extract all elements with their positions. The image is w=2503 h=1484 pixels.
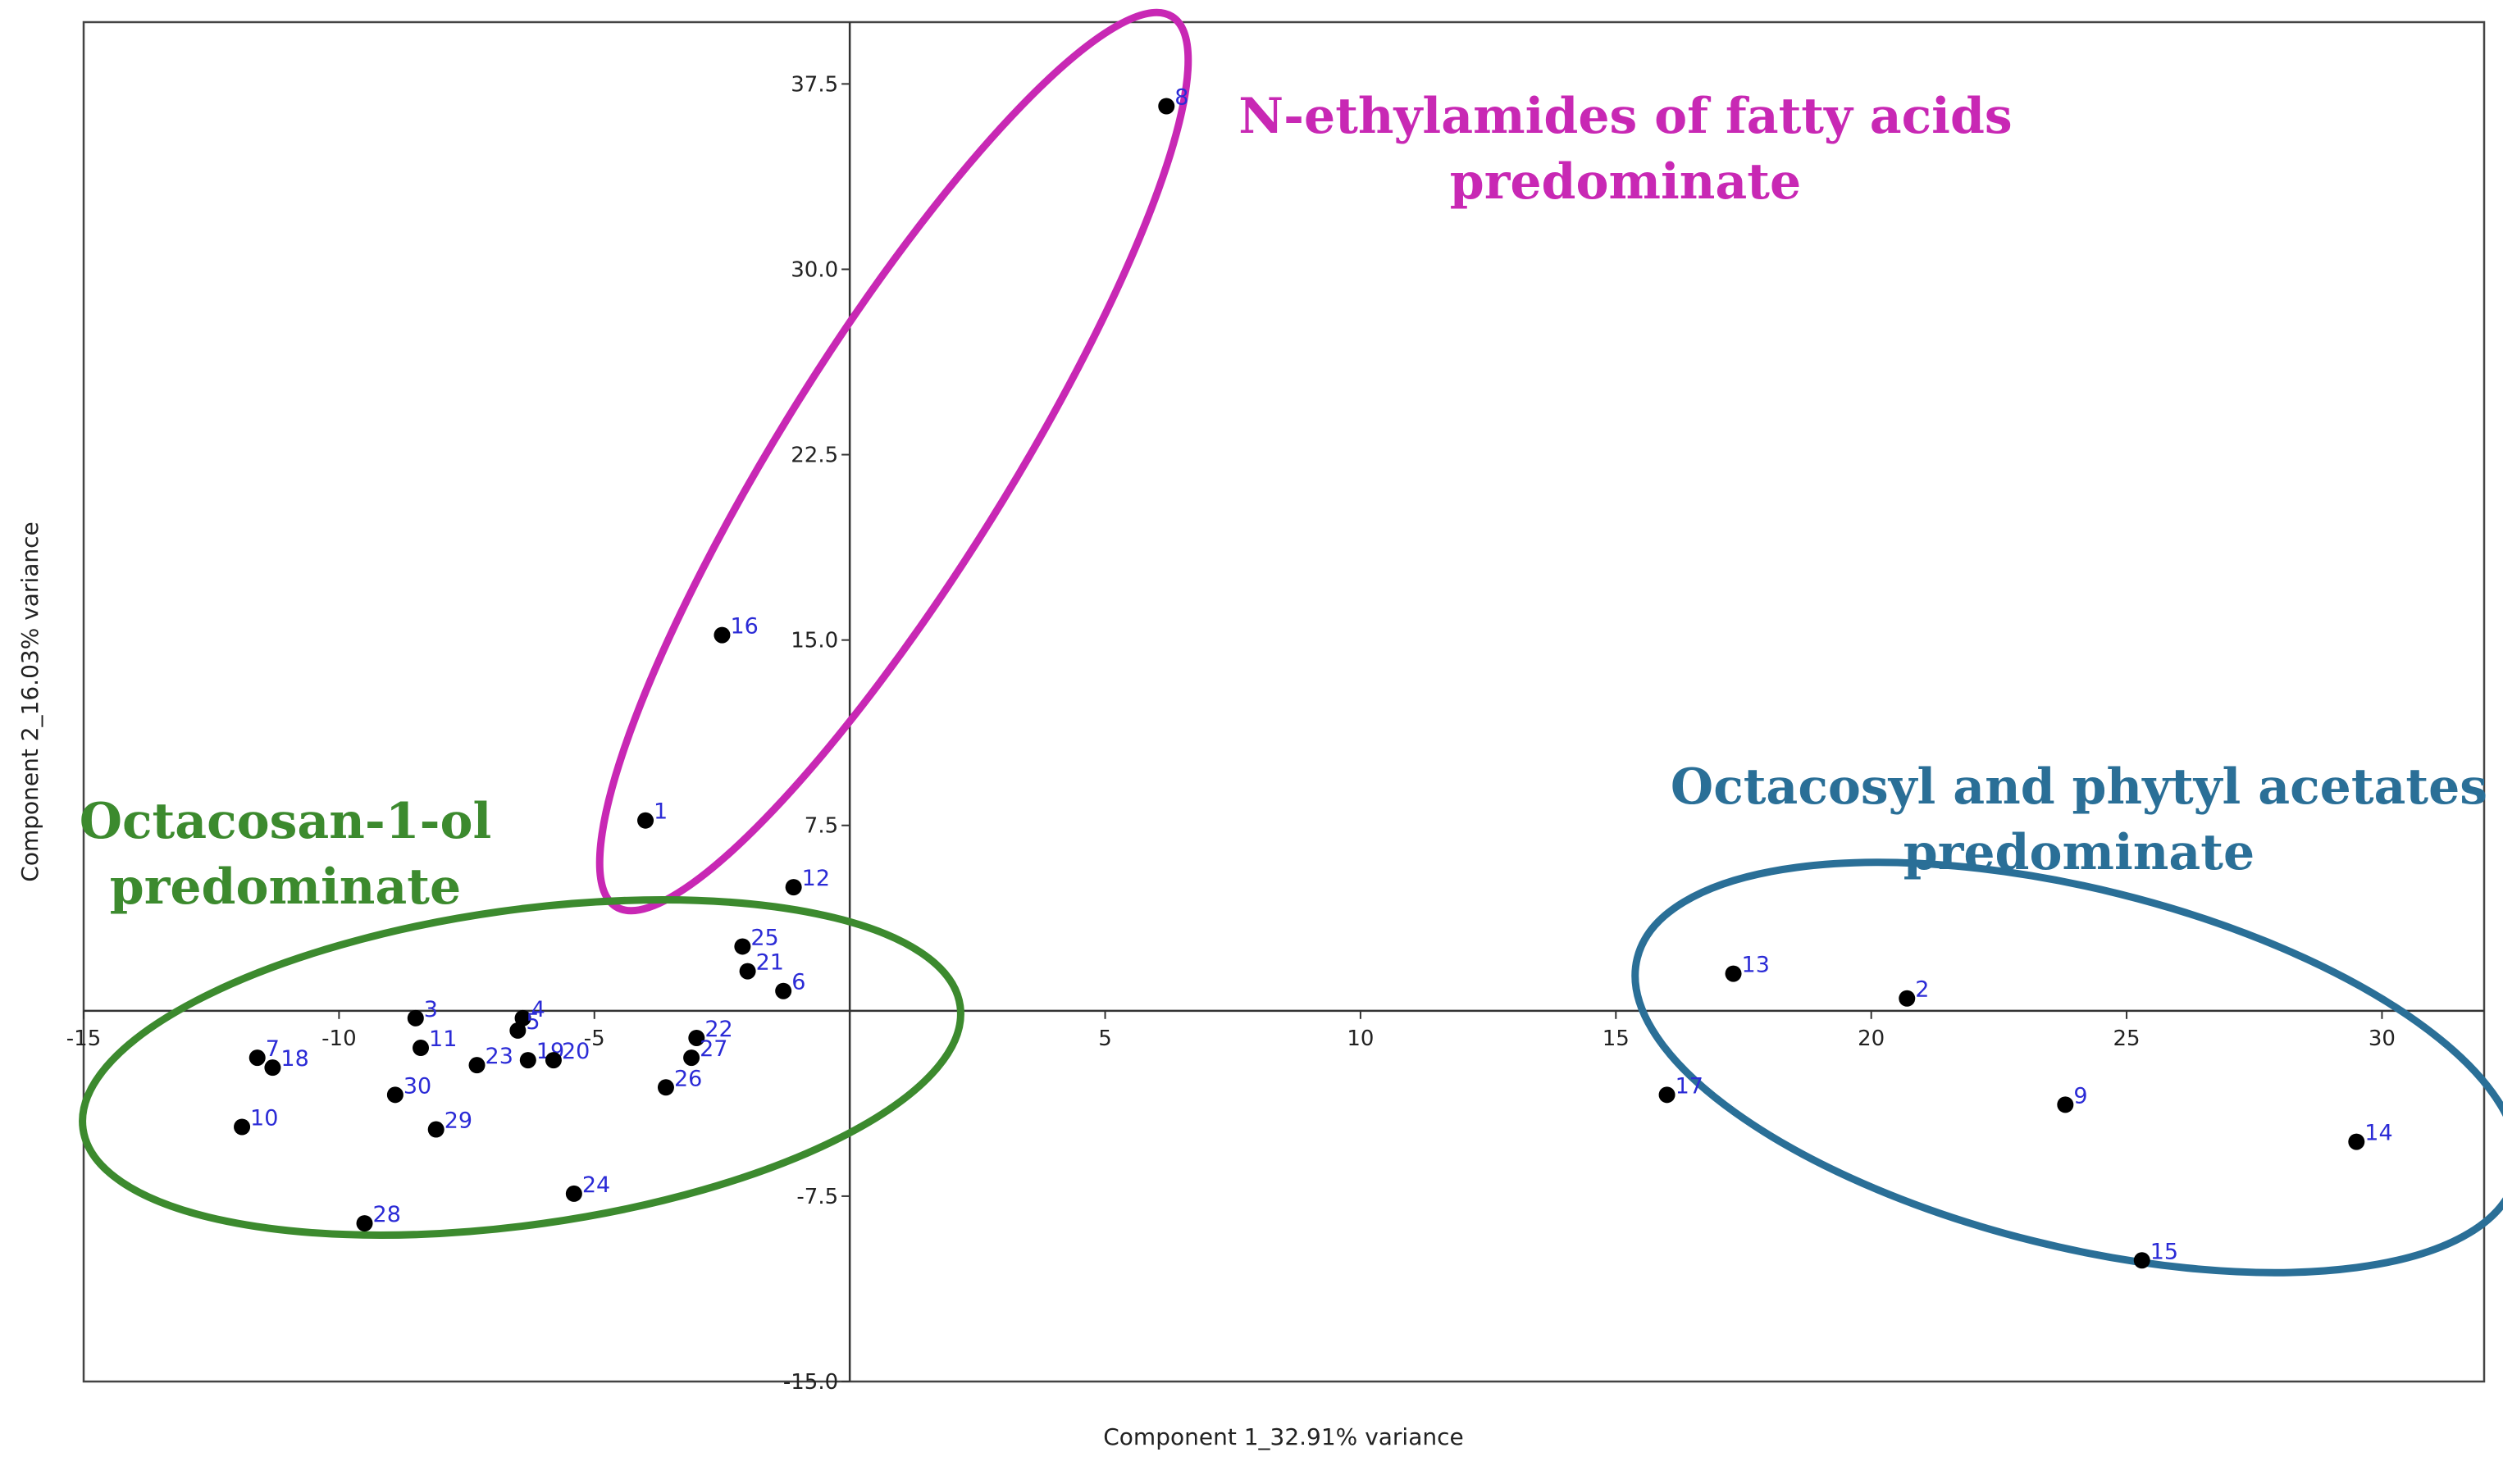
group-label-blue-line2: predominate <box>1903 824 2255 881</box>
point-label-3: 3 <box>424 997 438 1022</box>
point-label-25: 25 <box>750 925 778 950</box>
data-point-4 <box>514 1009 531 1027</box>
data-point-12 <box>785 879 802 896</box>
point-label-27: 27 <box>700 1036 727 1062</box>
group-label-green-line2: predominate <box>110 858 461 916</box>
point-label-13: 13 <box>1742 953 1770 978</box>
y-axis-title: Component 2_16.03% variance <box>16 521 43 881</box>
data-point-19 <box>519 1052 536 1069</box>
y-tick-label: -7.5 <box>796 1185 838 1209</box>
x-tick-label: 10 <box>1347 1027 1374 1051</box>
x-tick-labels: -15 -10 -5 5 10 15 20 25 30 <box>66 1010 2396 1051</box>
y-tick-labels: 37.5 30.0 22.5 15.0 7.5 -7.5 -15.0 <box>783 72 850 1395</box>
point-label-9: 9 <box>2073 1083 2087 1108</box>
data-point-17 <box>1658 1086 1676 1104</box>
data-point-7 <box>248 1049 266 1067</box>
point-label-16: 16 <box>730 614 758 640</box>
point-label-6: 6 <box>791 970 805 995</box>
point-label-30: 30 <box>403 1073 431 1099</box>
point-label-7: 7 <box>266 1036 280 1062</box>
point-label-17: 17 <box>1676 1073 1703 1099</box>
group-label-green-line1: Octacosan-1-ol <box>80 793 492 850</box>
y-tick-label: 15.0 <box>791 629 838 653</box>
x-tick-label: -5 <box>584 1027 605 1051</box>
data-point-11 <box>413 1040 430 1057</box>
point-label-21: 21 <box>756 950 784 976</box>
data-point-2 <box>1899 990 1916 1007</box>
data-point-21 <box>739 963 756 980</box>
x-tick-label: 5 <box>1098 1027 1112 1051</box>
group-label-magenta-line1: N-ethylamides of fatty acids <box>1238 88 2012 145</box>
point-label-14: 14 <box>2364 1121 2392 1146</box>
point-label-28: 28 <box>373 1202 401 1227</box>
ellipse-blue <box>1631 858 2503 1277</box>
ellipse-magenta <box>595 8 1192 915</box>
x-tick-label: 15 <box>1603 1027 1630 1051</box>
x-tick-label: -15 <box>66 1027 101 1051</box>
data-point-6 <box>775 982 792 999</box>
x-tick-label: -10 <box>321 1027 356 1051</box>
data-point-30 <box>386 1086 403 1104</box>
data-point-5 <box>509 1022 527 1039</box>
y-tick-label: -15.0 <box>783 1370 838 1395</box>
data-point-25 <box>734 938 751 955</box>
point-label-23: 23 <box>486 1044 513 1069</box>
data-point-24 <box>565 1185 582 1202</box>
x-tick-label: 25 <box>2113 1027 2141 1051</box>
data-point-9 <box>2057 1096 2074 1113</box>
point-label-2: 2 <box>1915 977 1929 1003</box>
data-point-22 <box>688 1029 705 1046</box>
y-tick-label: 30.0 <box>791 257 838 282</box>
data-point-20 <box>545 1052 562 1069</box>
data-point-16 <box>714 626 731 644</box>
point-label-18: 18 <box>280 1046 308 1072</box>
point-label-24: 24 <box>582 1172 610 1198</box>
data-point-26 <box>657 1079 674 1096</box>
point-label-8: 8 <box>1174 84 1188 110</box>
data-point-8 <box>1158 98 1175 115</box>
data-point-27 <box>683 1049 700 1067</box>
point-label-22: 22 <box>704 1017 732 1042</box>
data-point-1 <box>637 812 654 829</box>
x-tick-label: 30 <box>2369 1027 2396 1051</box>
point-label-26: 26 <box>674 1066 702 1091</box>
point-label-20: 20 <box>562 1039 590 1064</box>
data-point-29 <box>427 1121 445 1138</box>
data-point-23 <box>468 1057 486 1074</box>
plot-frame <box>82 20 2486 1383</box>
data-point-28 <box>356 1215 373 1232</box>
point-label-29: 29 <box>445 1108 472 1134</box>
x-tick-label: 20 <box>1858 1027 1885 1051</box>
group-label-magenta-line2: predominate <box>1450 153 1801 211</box>
point-label-1: 1 <box>654 799 668 825</box>
point-label-5: 5 <box>526 1009 540 1035</box>
point-label-11: 11 <box>429 1027 457 1052</box>
x-axis-title: Component 1_32.91% variance <box>1103 1423 1463 1450</box>
y-tick-label: 37.5 <box>791 72 838 97</box>
group-label-blue-line1: Octacosyl and phytyl acetates <box>1671 758 2487 816</box>
point-label-4: 4 <box>531 997 545 1022</box>
y-tick-label: 7.5 <box>805 814 838 839</box>
data-point-14 <box>2348 1133 2365 1150</box>
data-point-13 <box>1725 965 1742 982</box>
data-point-3 <box>407 1009 424 1027</box>
ellipse-green <box>79 896 964 1239</box>
data-point-18 <box>264 1059 281 1077</box>
point-label-10: 10 <box>250 1106 278 1131</box>
y-tick-label: 22.5 <box>791 444 838 468</box>
data-point-15 <box>2133 1252 2150 1269</box>
point-label-15: 15 <box>2150 1239 2178 1264</box>
data-point-10 <box>234 1118 251 1136</box>
point-label-12: 12 <box>802 866 830 891</box>
